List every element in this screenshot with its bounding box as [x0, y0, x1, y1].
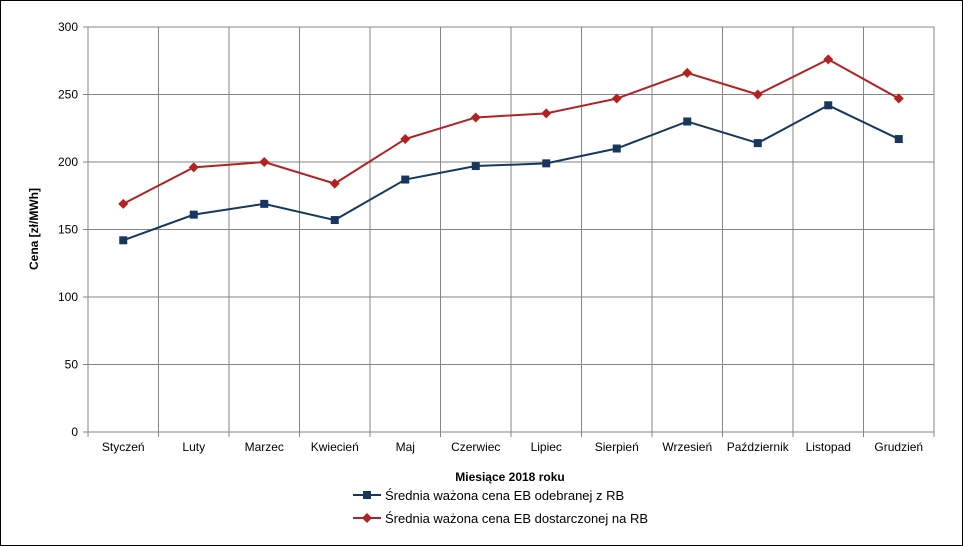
legend-marker — [362, 513, 372, 523]
grid-lines — [87, 26, 935, 437]
legend-item: Średnia ważona cena EB odebranej z RB — [353, 488, 624, 503]
data-point — [260, 199, 269, 208]
x-tick-label: Luty — [182, 440, 205, 454]
x-tick-label: Maj — [396, 440, 415, 454]
y-tick-label: 300 — [58, 20, 78, 34]
data-point — [119, 236, 128, 245]
data-point — [683, 117, 692, 126]
x-tick-label: Kwiecień — [311, 440, 359, 454]
data-point — [401, 175, 410, 184]
legend-label: Średnia ważona cena EB odebranej z RB — [385, 488, 624, 503]
legend-label: Średnia ważona cena EB dostarczonej na R… — [385, 511, 648, 526]
legend-marker — [363, 491, 371, 499]
data-point — [118, 198, 129, 209]
legend-item: Średnia ważona cena EB dostarczonej na R… — [353, 511, 648, 526]
y-tick-label: 150 — [58, 223, 78, 237]
data-point — [329, 178, 340, 189]
data-point — [893, 93, 904, 104]
x-tick-label: Marzec — [245, 440, 284, 454]
y-tick-label: 50 — [65, 358, 79, 372]
legend: Średnia ważona cena EB odebranej z RB Śre… — [353, 488, 648, 526]
data-point — [259, 157, 270, 167]
series-lines — [118, 54, 904, 245]
series-line — [122, 104, 900, 242]
data-point — [471, 162, 480, 171]
x-tick-label: Listopad — [806, 440, 851, 454]
data-point — [753, 139, 762, 148]
data-point — [612, 144, 621, 153]
data-point — [752, 89, 763, 100]
y-tick-label: 0 — [71, 425, 78, 439]
series-2 — [118, 54, 904, 209]
data-point — [611, 93, 622, 104]
data-point — [470, 112, 481, 123]
x-tick-label: Czerwiec — [451, 440, 500, 454]
x-tick-label: Lipiec — [531, 440, 562, 454]
y-tick-label: 100 — [58, 290, 78, 304]
x-tick-label: Styczeń — [102, 440, 145, 454]
x-tick-label: Październik — [727, 440, 790, 454]
x-axis-label: Miesiące 2018 roku — [455, 470, 564, 484]
data-point — [541, 108, 552, 119]
y-tick-label: 200 — [58, 155, 78, 169]
x-tick-label: Wrzesień — [662, 440, 712, 454]
series-line — [122, 58, 900, 205]
data-point — [682, 67, 693, 78]
x-tick-label: Grudzień — [874, 440, 923, 454]
data-point — [542, 159, 551, 168]
data-point — [894, 135, 903, 144]
data-point — [188, 162, 199, 173]
data-point — [400, 134, 411, 145]
y-tick-label: 250 — [58, 88, 78, 102]
x-axis-ticks: Styczeń Luty Marzec Kwiecień Maj Czerwiec Lipi… — [102, 440, 923, 454]
data-point — [823, 54, 834, 65]
data-point — [824, 101, 833, 110]
x-tick-label: Sierpień — [595, 440, 639, 454]
y-axis-ticks: 0 50 100 150 200 250 300 — [58, 20, 88, 439]
series-1 — [119, 101, 903, 245]
y-axis-label: Cena [zł/MWh] — [27, 188, 41, 270]
data-point — [189, 210, 198, 219]
data-point — [330, 216, 339, 225]
